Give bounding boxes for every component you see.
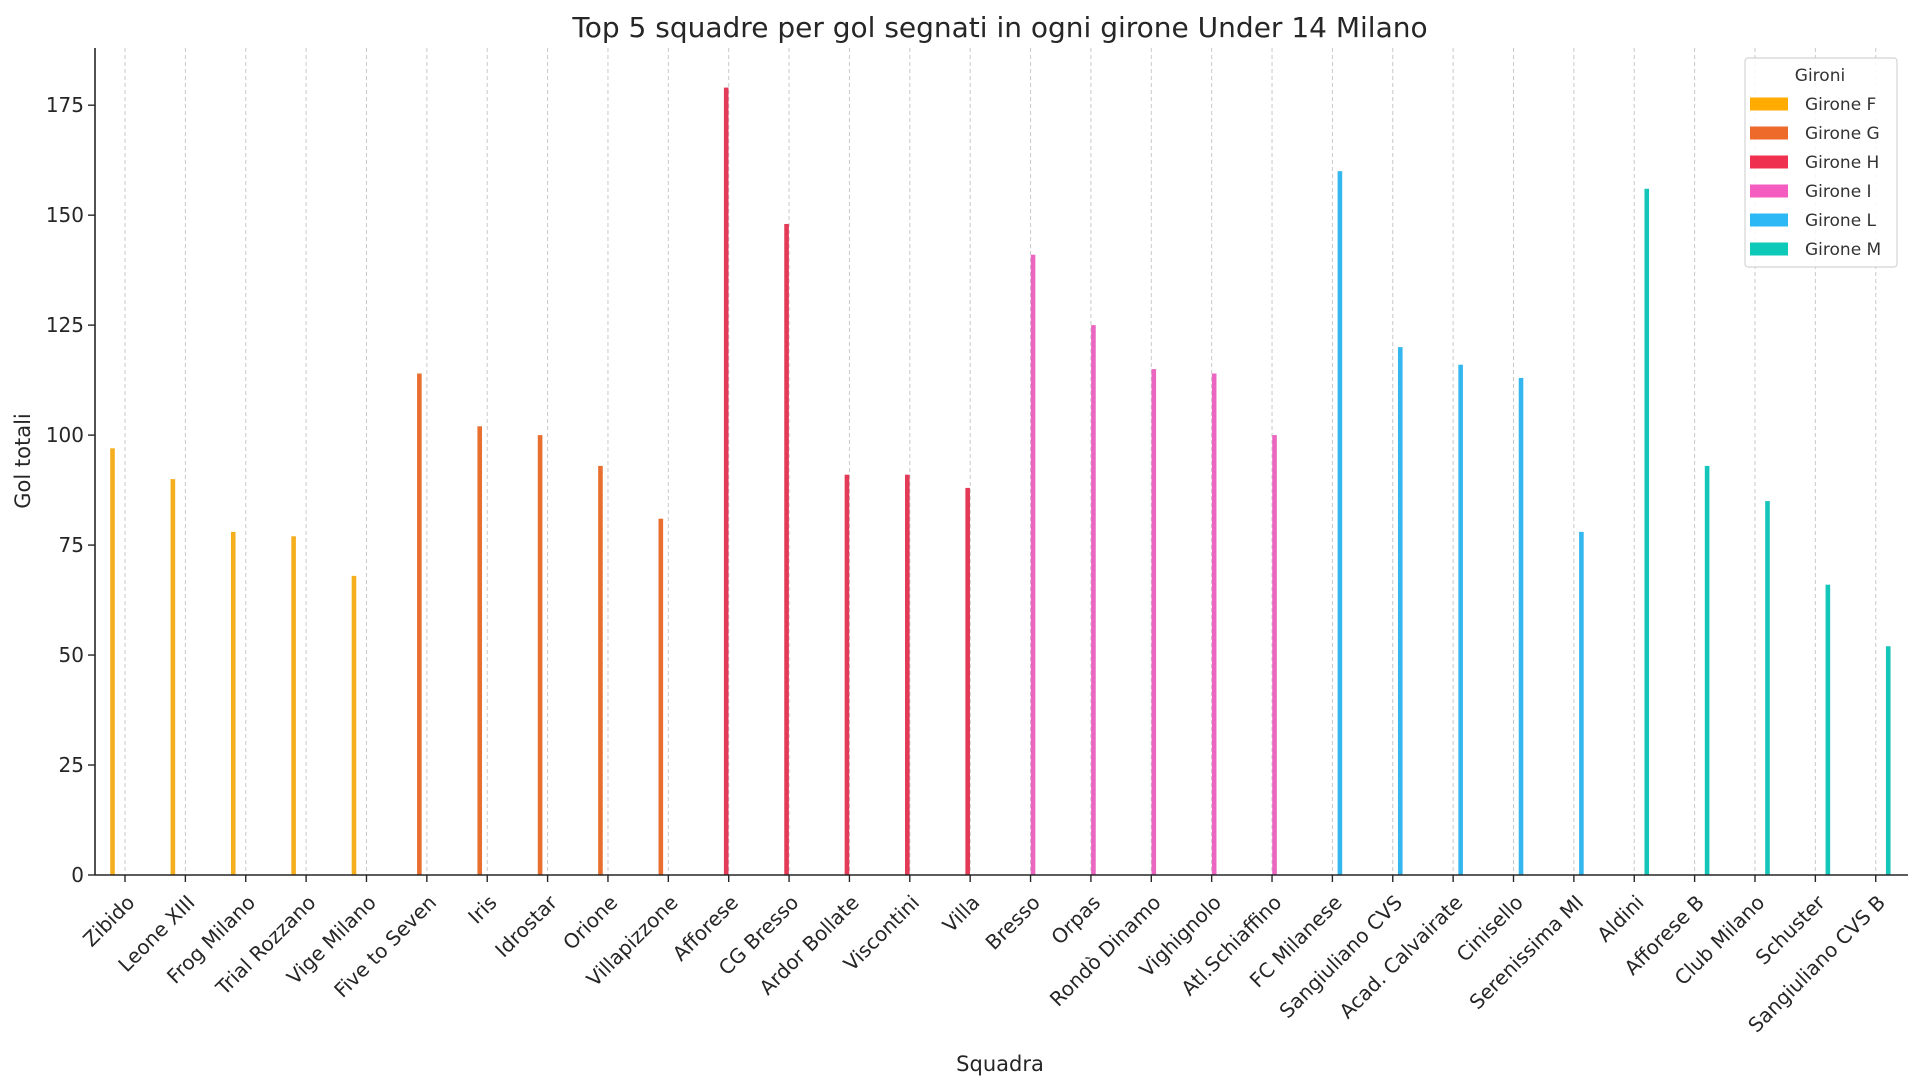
bar-girone-h: [723, 87, 729, 875]
bar-girone-l: [1579, 531, 1584, 875]
legend-label: Girone F: [1805, 95, 1876, 115]
bar-girone-m: [1704, 465, 1710, 875]
bar-girone-i: [1030, 254, 1036, 875]
bar-girone-l: [1458, 364, 1463, 875]
legend-swatch: [1750, 184, 1788, 198]
x-axis-label: Squadra: [956, 1052, 1044, 1076]
x-tick-label: Villa: [938, 890, 985, 937]
bar-girone-m: [1765, 501, 1770, 875]
bar-girone-i: [1211, 373, 1217, 875]
legend: Gironi Girone F Girone G Girone H Girone I G…: [1744, 57, 1898, 268]
bar-girone-f: [110, 448, 115, 875]
y-axis-label: Gol totali: [11, 413, 35, 508]
bar-girone-g: [658, 518, 664, 875]
bar-girone-g: [477, 426, 483, 875]
y-tick-label: 175: [46, 93, 84, 117]
legend-swatch: [1750, 155, 1788, 169]
bar-girone-l: [1518, 377, 1524, 875]
bar-girone-i: [1272, 435, 1277, 875]
bar-girone-f: [351, 575, 357, 875]
bar-girone-f: [291, 536, 296, 875]
grid-lines: [124, 48, 1877, 875]
bars: [110, 87, 1891, 876]
bar-girone-m: [1825, 584, 1831, 875]
legend-swatch: [1750, 242, 1788, 256]
legend-label: Girone H: [1805, 153, 1879, 173]
bar-girone-f: [170, 479, 176, 875]
x-tick-label: Idrostar: [490, 890, 562, 962]
axes: [94, 48, 1908, 876]
legend-item: Girone F: [1750, 95, 1876, 115]
y-tick-label: 25: [59, 753, 84, 777]
x-tick-label: Orpas: [1046, 890, 1105, 949]
y-tick-label: 0: [71, 863, 84, 887]
legend-swatch: [1750, 213, 1788, 227]
y-tick-label: 50: [59, 643, 84, 667]
bar-girone-g: [537, 435, 543, 875]
legend-title: Gironi: [1795, 66, 1845, 86]
bar-girone-h: [784, 223, 789, 875]
bar-girone-g: [598, 465, 603, 875]
legend-item: Girone M: [1750, 240, 1881, 260]
y-tick-label: 150: [46, 203, 84, 227]
bar-girone-l: [1397, 347, 1403, 875]
y-ticks: 0 25 50 75 100 125 150 175: [46, 93, 95, 887]
legend-label: Girone G: [1805, 124, 1880, 144]
bar-girone-g: [417, 373, 422, 875]
bar-girone-h: [844, 474, 850, 875]
x-tick-label: Bresso: [981, 890, 1045, 954]
legend-swatch: [1750, 126, 1788, 140]
y-tick-label: 75: [59, 533, 84, 557]
y-tick-label: 100: [46, 423, 84, 447]
legend-label: Girone L: [1805, 211, 1877, 231]
x-tick-label: Aldini: [1592, 890, 1648, 946]
x-tick-label: Serenissima MI: [1464, 890, 1588, 1014]
legend-item: Girone H: [1750, 153, 1879, 173]
chart-title: Top 5 squadre per gol segnati in ogni gi…: [571, 11, 1427, 44]
bar-girone-i: [1151, 369, 1157, 875]
legend-item: Girone I: [1750, 182, 1872, 202]
legend-swatch: [1750, 97, 1788, 111]
bar-girone-i: [1091, 325, 1096, 876]
y-tick-label: 125: [46, 313, 84, 337]
bar-girone-h: [905, 474, 910, 875]
bar-girone-m: [1885, 646, 1891, 875]
legend-item: Girone G: [1750, 124, 1880, 144]
bar-girone-f: [230, 531, 236, 875]
legend-item: Girone L: [1750, 211, 1877, 231]
bar-girone-m: [1644, 188, 1650, 875]
x-tick-label: Iris: [463, 890, 501, 928]
bar-girone-h: [965, 487, 970, 875]
legend-label: Girone M: [1805, 240, 1881, 260]
bar-girone-l: [1337, 171, 1343, 875]
legend-label: Girone I: [1805, 182, 1872, 202]
